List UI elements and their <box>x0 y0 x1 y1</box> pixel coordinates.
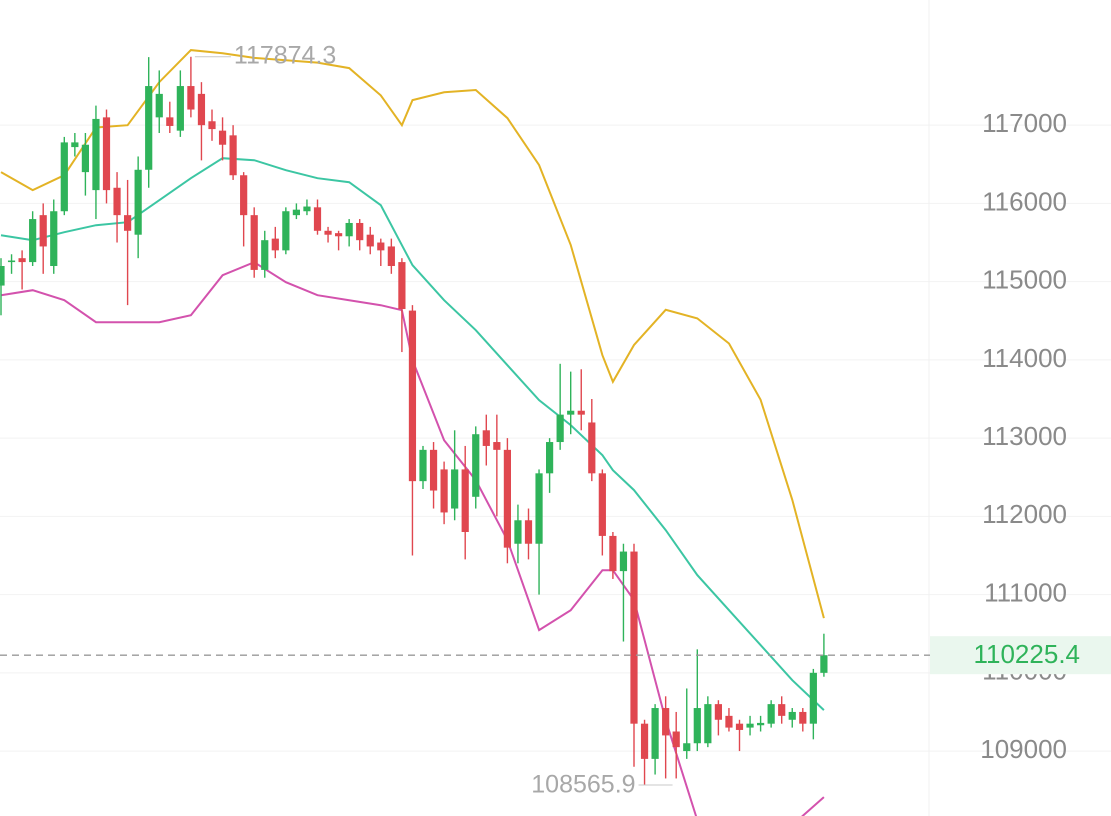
candle-body <box>524 520 533 544</box>
price-label-bg <box>930 636 1111 675</box>
candle-body <box>50 211 58 267</box>
y-tick-label: 112000 <box>982 499 1067 529</box>
candle-body <box>92 118 100 191</box>
candle-body <box>324 230 332 235</box>
candle-body <box>788 711 796 720</box>
candle-body <box>0 266 5 286</box>
candle-body <box>472 434 480 497</box>
candle-body <box>60 142 68 212</box>
candle-body <box>556 414 564 443</box>
candle-body <box>735 723 744 730</box>
y-tick-label: 111000 <box>984 577 1067 607</box>
candle-body <box>250 215 258 270</box>
candle-body <box>240 175 248 216</box>
candle-body <box>261 240 269 270</box>
candle-body <box>577 410 585 415</box>
candle-body <box>387 246 395 267</box>
candle-body <box>187 86 195 110</box>
candle-body <box>229 135 237 176</box>
candle-body <box>767 704 775 724</box>
y-tick-label: 115000 <box>982 265 1067 295</box>
candle-body <box>208 121 216 130</box>
candle-body <box>640 723 649 759</box>
candle-body <box>282 211 290 251</box>
candle-body <box>197 93 206 126</box>
candle-body <box>271 238 279 251</box>
candle-body <box>166 117 174 126</box>
candle-body <box>335 233 343 237</box>
candle-body <box>609 535 617 572</box>
candle-body <box>493 442 501 450</box>
candle-body <box>39 215 47 247</box>
y-tick-label: 109000 <box>980 734 1067 764</box>
candle-body <box>820 655 828 673</box>
candle-body <box>598 473 606 536</box>
band-line <box>0 157 825 711</box>
candle-body <box>619 551 628 572</box>
candle-body <box>102 117 111 191</box>
candle-body <box>366 234 374 247</box>
candle-body <box>535 473 543 544</box>
candle-body <box>408 310 417 482</box>
candle-body <box>482 430 490 446</box>
candle-body <box>313 207 322 231</box>
candle-body <box>71 142 79 148</box>
candle-body <box>683 743 691 752</box>
candle-body <box>113 187 121 216</box>
candle-body <box>429 449 438 491</box>
candle-body <box>303 206 311 212</box>
candle-body <box>546 442 554 474</box>
candle-body <box>419 449 427 482</box>
candle-body <box>672 731 680 748</box>
candle-body <box>377 242 385 251</box>
candle-body <box>725 715 733 728</box>
candle-body <box>514 520 522 544</box>
candle-body <box>356 222 364 241</box>
candle-body <box>461 469 469 533</box>
candle-body <box>18 258 26 263</box>
y-tick-label: 117000 <box>982 108 1067 138</box>
candle-body <box>155 93 163 118</box>
y-tick-label: 113000 <box>982 421 1067 451</box>
plot-area <box>0 49 828 816</box>
candle-body <box>440 469 448 513</box>
candle-body <box>651 708 659 759</box>
candle-body <box>662 708 670 736</box>
candle-body <box>81 144 89 173</box>
candle-body <box>693 708 701 744</box>
candle-body <box>218 130 227 145</box>
candle-body <box>567 410 575 415</box>
overlay: 1090001100001110001120001130001140001150… <box>0 41 1111 799</box>
candle-body <box>503 449 511 548</box>
candle-body <box>124 215 132 231</box>
candle-body <box>778 704 786 716</box>
candle-body <box>630 551 638 724</box>
candle-body <box>799 711 807 724</box>
candle-body <box>757 722 765 726</box>
candle-body <box>451 469 459 509</box>
y-tick-label: 116000 <box>982 186 1067 216</box>
candle-body <box>145 86 153 170</box>
candle-body <box>588 422 596 474</box>
candle-body <box>345 222 353 237</box>
candle-body <box>398 262 406 310</box>
candle-body <box>176 86 184 131</box>
candle-body <box>292 209 300 216</box>
candle-body <box>7 260 16 263</box>
candle-body <box>746 723 754 728</box>
candle-body <box>704 704 712 744</box>
grid <box>0 124 1111 752</box>
price-label: 110225.4 <box>973 639 1080 669</box>
candle-body <box>714 704 722 720</box>
y-tick-label: 114000 <box>982 343 1067 373</box>
max-label: 117874.3 <box>234 41 336 69</box>
candle-body <box>134 169 142 235</box>
candle-body <box>809 672 817 724</box>
min-label: 108565.9 <box>531 771 635 799</box>
candle-body <box>29 219 37 263</box>
